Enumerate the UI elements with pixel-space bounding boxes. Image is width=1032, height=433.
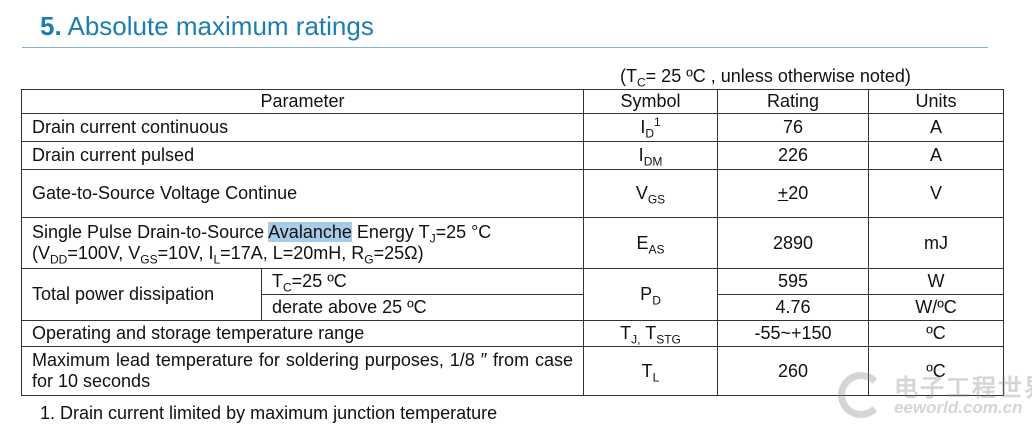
symbol-cell: TL: [583, 346, 719, 396]
watermark-url: eeworld.com.cn: [894, 398, 1023, 417]
param-cell: Total power dissipation: [21, 268, 262, 321]
param-cell: Single Pulse Drain-to-Source Avalanche E…: [20, 217, 585, 269]
unit-cell: V: [868, 169, 1005, 218]
header-parameter: Parameter: [20, 89, 585, 114]
rating-cell: 595: [717, 268, 870, 295]
param-cell: Drain current continuous: [20, 113, 585, 142]
param-cell: Maximum lead temperature for soldering p…: [20, 346, 585, 396]
unit-cell: A: [868, 141, 1005, 170]
param-cell: Gate-to-Source Voltage Continue: [20, 169, 585, 218]
test-conditions: (TC= 25 ºC , unless otherwise noted): [620, 66, 911, 90]
highlighted-text: Avalanche: [268, 222, 352, 242]
table-row: Total power dissipation TC=25 ºC PD 595 …: [21, 268, 1005, 321]
section-title: Absolute maximum ratings: [67, 11, 374, 41]
rating-cell: 226: [717, 141, 870, 170]
symbol-cell: IDM: [583, 141, 719, 170]
table-row: Gate-to-Source Voltage Continue VGS +20 …: [20, 169, 1005, 218]
table-row: Maximum lead temperature for soldering p…: [20, 346, 1005, 396]
unit-cell: ºC: [868, 346, 1005, 396]
table-row: Single Pulse Drain-to-Source Avalanche E…: [20, 217, 1005, 269]
table-row: Drain current continuous ID1 76 A: [20, 113, 1005, 142]
heading-rule: [22, 47, 988, 48]
symbol-cell: VGS: [583, 169, 719, 218]
header-units: Units: [868, 89, 1005, 114]
table-row: derate above 25 ºC 4.76 W/ºC: [22, 294, 1005, 321]
symbol-cell: ID1: [583, 113, 719, 142]
section-number: 5.: [40, 11, 62, 41]
table-row: Operating and storage temperature range …: [20, 320, 1005, 347]
unit-cell: A: [868, 113, 1005, 142]
param-cell: Operating and storage temperature range: [20, 320, 585, 347]
eeworld-logo-icon: [838, 372, 884, 418]
unit-cell: mJ: [868, 217, 1005, 269]
condition-cell: derate above 25 ºC: [260, 294, 585, 321]
unit-cell: W: [868, 268, 1005, 295]
watermark: 电子工程世界 eeworld.com.cn: [838, 368, 1032, 428]
rating-cell: -55~+150: [717, 320, 870, 347]
rating-cell: 2890: [717, 217, 870, 269]
symbol-cell: EAS: [583, 217, 719, 269]
table-header-row: Parameter Symbol Rating Units: [20, 89, 1005, 114]
header-rating: Rating: [717, 89, 870, 114]
header-symbol: Symbol: [583, 89, 719, 114]
unit-cell: ºC: [868, 320, 1005, 347]
rating-cell: 76: [717, 113, 870, 142]
watermark-cn-text: 电子工程世界: [894, 375, 1032, 402]
table-row: Drain current pulsed IDM 226 A: [20, 141, 1005, 170]
footnote: 1. Drain current limited by maximum junc…: [40, 403, 498, 423]
param-cell: Drain current pulsed: [20, 141, 585, 170]
unit-cell: W/ºC: [868, 294, 1005, 321]
rating-cell: 4.76: [717, 294, 870, 321]
symbol-cell: PD: [583, 268, 719, 321]
symbol-cell: TJ, TSTG: [583, 320, 719, 347]
ratings-table: Parameter Symbol Rating Units Drain curr…: [20, 89, 1005, 396]
condition-cell: TC=25 ºC: [260, 268, 585, 295]
rating-cell: +20: [717, 169, 870, 218]
section-heading: 5. Absolute maximum ratings: [40, 11, 374, 42]
